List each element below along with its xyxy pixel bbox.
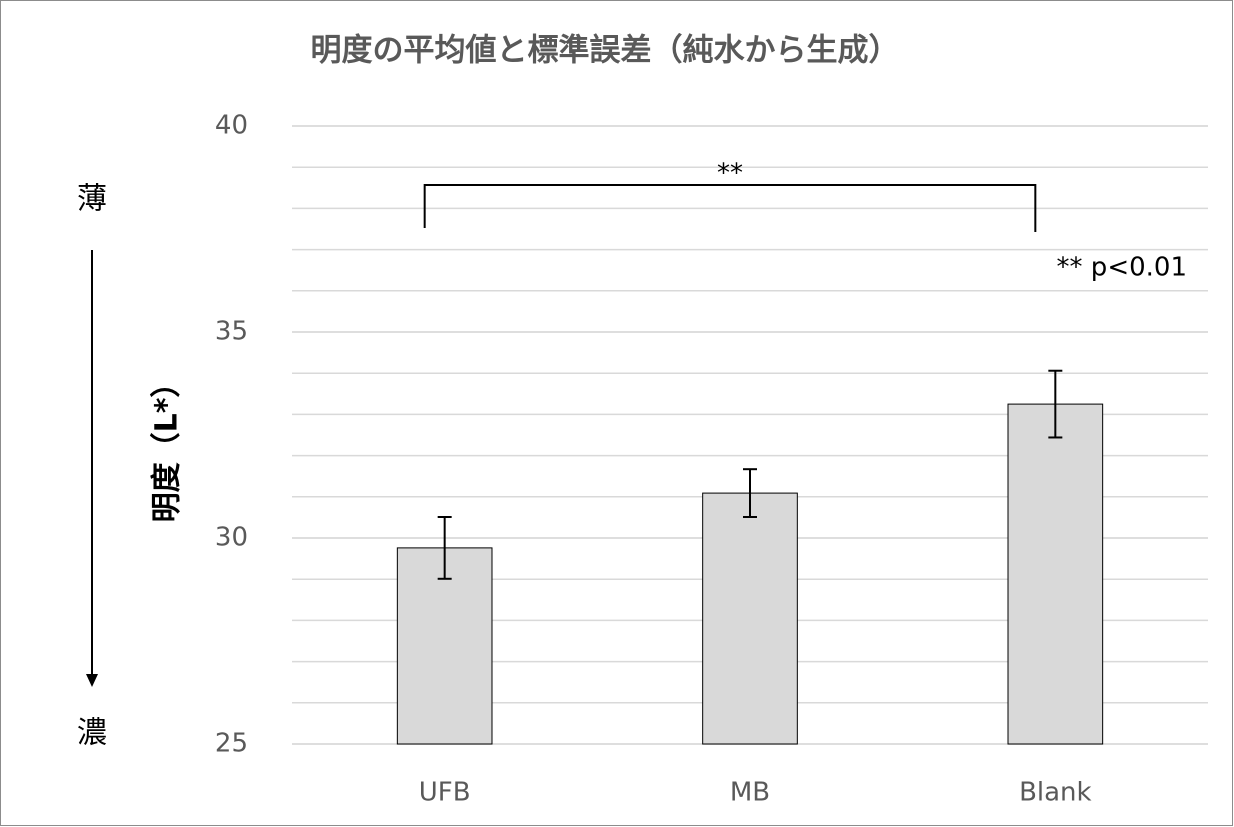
error-bar	[743, 468, 757, 518]
chart-title: 明度の平均値と標準誤差（純水から生成）	[311, 33, 900, 69]
error-bar	[437, 515, 452, 580]
x-tick-label: UFB	[419, 778, 471, 808]
y-tick-label: 30	[215, 523, 248, 553]
arrow-head	[86, 674, 98, 687]
dark-label: 濃	[77, 716, 107, 751]
bar	[396, 547, 493, 745]
y-tick-label: 40	[215, 111, 248, 141]
light-label: 薄	[77, 182, 107, 217]
y-axis-label: 明度（L*）	[150, 368, 185, 523]
significance-bracket	[423, 184, 1037, 232]
error-bar	[1048, 369, 1063, 439]
bar	[702, 492, 798, 745]
x-tick-label: MB	[730, 778, 770, 808]
y-tick-label: 25	[215, 729, 248, 759]
x-tick-label: Blank	[1019, 778, 1092, 808]
y-tick-label: 35	[215, 317, 248, 347]
bar	[1007, 403, 1104, 745]
significance-note: ** p<0.01	[1057, 253, 1187, 283]
significance-label: **	[717, 159, 743, 189]
